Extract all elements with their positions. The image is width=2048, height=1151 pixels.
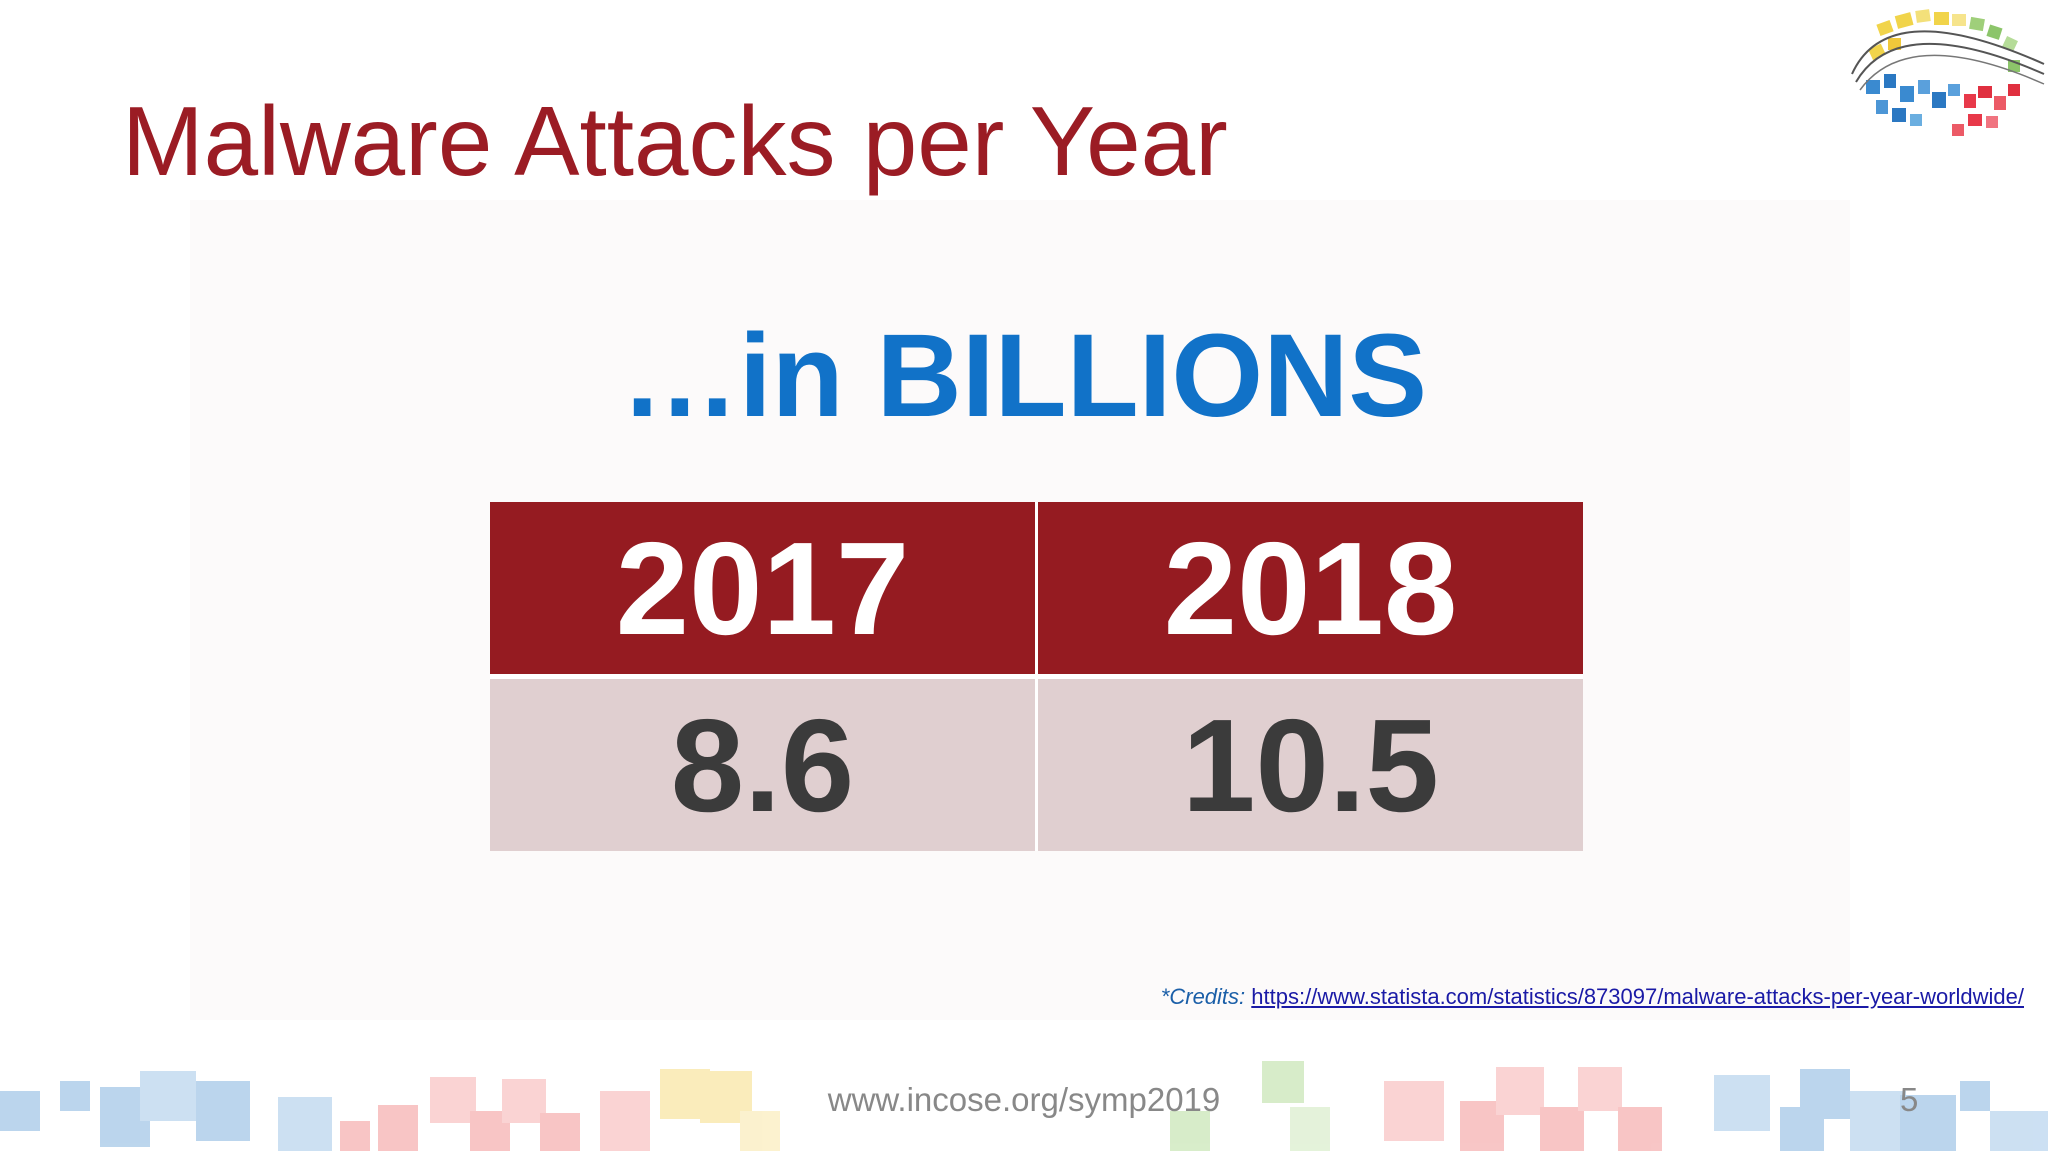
table-header-cell: 2018	[1035, 502, 1583, 679]
table-value-cell: 8.6	[490, 676, 1037, 851]
malware-table: 2017 2018 8.6 10.5	[490, 502, 1583, 851]
slide-title: Malware Attacks per Year	[122, 86, 1228, 196]
credits-link[interactable]: https://www.statista.com/statistics/8730…	[1251, 984, 2024, 1009]
footer-decoration	[0, 1061, 2048, 1151]
page-number: 5	[1900, 1081, 1919, 1118]
table-header-cell: 2017	[490, 502, 1037, 679]
slide-subtitle: …in BILLIONS	[620, 310, 1428, 442]
incose-globe-logo	[1851, 9, 2045, 136]
table-value-cell: 10.5	[1035, 676, 1583, 851]
footer-url: www.incose.org/symp2019	[827, 1081, 1221, 1118]
table-header-row: 2017 2018	[490, 502, 1583, 679]
table-value-row: 8.6 10.5	[490, 676, 1583, 851]
credits-label: *Credits:	[1160, 984, 1246, 1009]
credits-line: *Credits: https://www.statista.com/stati…	[1161, 984, 2024, 1010]
